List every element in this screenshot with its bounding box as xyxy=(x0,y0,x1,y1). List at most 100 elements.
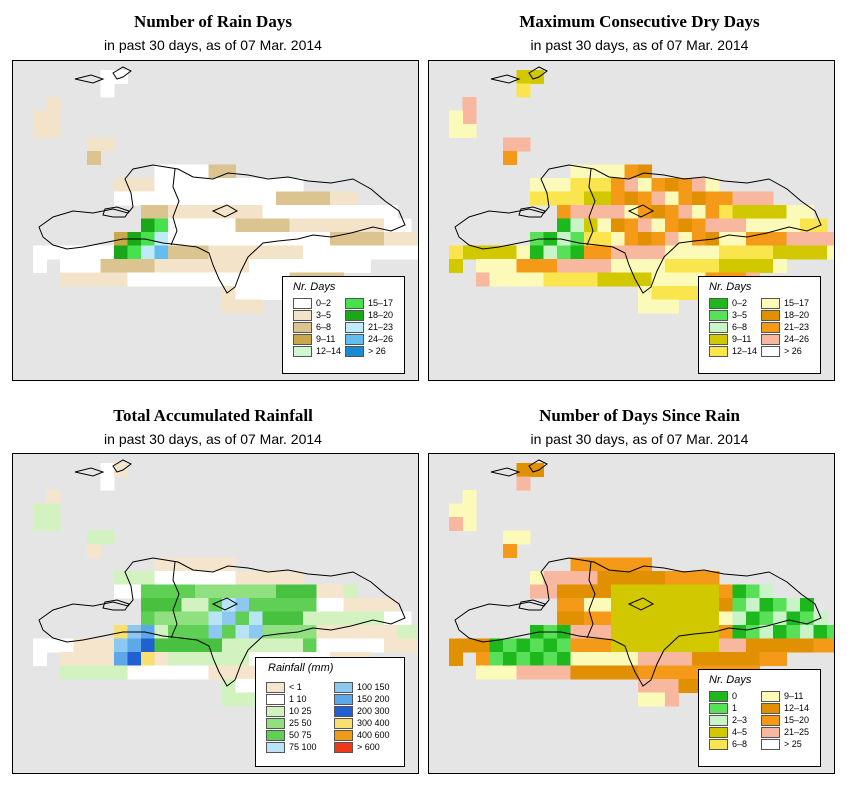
grid-cell xyxy=(597,571,612,585)
grid-cell xyxy=(168,245,182,260)
grid-cell xyxy=(543,272,558,287)
grid-cell xyxy=(384,245,398,260)
grid-cell xyxy=(154,218,169,233)
grid-cell xyxy=(168,259,182,273)
grid-cell xyxy=(800,245,814,260)
grid-cell xyxy=(262,205,277,219)
map-rain-days: Nr. Days 0–2 3–5 6–8 9–11 12–14 15–17 18–20 21–… xyxy=(12,60,419,381)
legend-label: 24–26 xyxy=(784,334,810,344)
grid-cell xyxy=(195,625,209,639)
grid-cell xyxy=(46,110,61,125)
grid-cell xyxy=(316,232,331,246)
coastline-feature xyxy=(112,459,132,473)
legend-swatch xyxy=(709,715,728,726)
grid-cell xyxy=(692,191,706,206)
grid-cell xyxy=(276,205,290,219)
grid-cell xyxy=(597,164,612,179)
grid-cell xyxy=(222,665,236,680)
grid-cell xyxy=(208,232,223,246)
grid-cell xyxy=(208,245,223,260)
grid-cell xyxy=(73,638,88,653)
grid-cell xyxy=(222,191,236,206)
grid-cell xyxy=(127,638,142,653)
grid-cell xyxy=(624,665,639,680)
grid-cell xyxy=(611,272,625,287)
grid-cell xyxy=(370,598,385,612)
grid-cell xyxy=(289,205,304,219)
grid-cell xyxy=(665,598,679,612)
grid-cell xyxy=(384,625,398,639)
grid-cell xyxy=(516,638,531,653)
grid-cell xyxy=(168,191,182,206)
grid-cell xyxy=(249,259,263,273)
grid-cell xyxy=(746,584,760,599)
grid-cell xyxy=(397,245,412,260)
grid-cell xyxy=(530,245,544,260)
grid-cell xyxy=(384,598,398,612)
grid-cell xyxy=(168,665,182,680)
grid-cell xyxy=(651,571,666,585)
grid-cell xyxy=(181,245,196,260)
grid-cell xyxy=(222,638,236,653)
grid-cell xyxy=(114,259,128,273)
grid-cell xyxy=(557,178,571,192)
grid-cell xyxy=(692,218,706,233)
panel-dry-days: Maximum Consecutive Dry Days in past 30 … xyxy=(426,0,853,390)
grid-cell xyxy=(154,245,169,260)
grid-cell xyxy=(195,178,209,192)
grid-cell xyxy=(87,544,101,558)
grid-cell xyxy=(235,232,250,246)
grid-cell xyxy=(570,652,585,666)
grid-cell xyxy=(611,584,625,599)
grid-cell xyxy=(638,638,652,653)
grid-cell xyxy=(719,259,733,273)
coastline-feature xyxy=(627,204,655,218)
coastline-feature xyxy=(102,599,130,611)
grid-cell xyxy=(235,598,250,612)
grid-cell xyxy=(87,530,101,545)
grid-cell xyxy=(597,584,612,599)
grid-cell xyxy=(651,218,666,233)
grid-cell xyxy=(276,178,290,192)
map-dry-days: Nr. Days 0–2 3–5 6–8 9–11 12–14 15–17 18–20 21–… xyxy=(428,60,835,381)
grid-cell xyxy=(678,232,693,246)
grid-cell xyxy=(114,571,128,585)
grid-cell xyxy=(543,584,558,599)
grid-cell xyxy=(195,205,209,219)
grid-cell xyxy=(597,259,612,273)
grid-cell xyxy=(370,205,385,219)
legend-label: 0–2 xyxy=(316,298,332,308)
grid-cell xyxy=(476,259,490,273)
grid-cell xyxy=(570,245,585,260)
grid-cell xyxy=(462,97,477,111)
grid-cell xyxy=(597,191,612,206)
legend-label: 6–8 xyxy=(316,322,332,332)
grid-cell xyxy=(222,232,236,246)
panel-rainfall: Total Accumulated Rainfall in past 30 da… xyxy=(0,392,426,792)
grid-cell xyxy=(168,178,182,192)
grid-cell xyxy=(678,665,693,680)
legend-label: 2–3 xyxy=(732,715,748,725)
grid-cell xyxy=(46,245,61,260)
grid-cell xyxy=(168,584,182,599)
grid-cell xyxy=(141,259,155,273)
grid-cell xyxy=(384,232,398,246)
legend-swatch xyxy=(761,310,780,321)
grid-cell xyxy=(87,245,101,260)
grid-cell xyxy=(141,571,155,585)
grid-cell xyxy=(222,164,236,179)
grid-cell xyxy=(692,652,706,666)
grid-cell xyxy=(570,218,585,233)
grid-cell xyxy=(570,665,585,680)
legend-rain-days: Nr. Days 0–2 3–5 6–8 9–11 12–14 15–17 18–20 21–… xyxy=(282,276,405,374)
grid-cell xyxy=(330,245,344,260)
grid-cell xyxy=(746,218,760,233)
grid-cell xyxy=(705,218,720,233)
map-grid-dry-days xyxy=(449,66,834,314)
grid-cell xyxy=(665,299,679,314)
grid-cell xyxy=(330,191,344,206)
grid-cell xyxy=(195,218,209,233)
grid-cell xyxy=(154,598,169,612)
legend-label: 9–11 xyxy=(784,691,804,701)
grid-cell xyxy=(813,625,828,639)
